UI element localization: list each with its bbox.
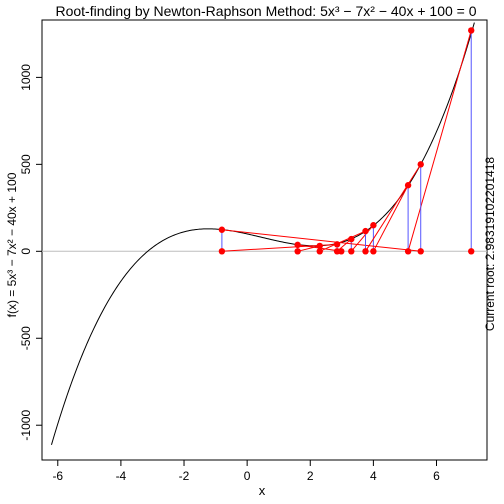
iteration-root-point — [370, 248, 377, 255]
y-tick-label: -500 — [19, 326, 33, 350]
y-tick-label: -1000 — [19, 410, 33, 441]
iteration-root-point — [316, 248, 323, 255]
tangent-line — [372, 184, 409, 252]
y-tick-label: 500 — [19, 154, 33, 174]
iteration-root-point — [417, 248, 424, 255]
iteration-root-point — [294, 248, 301, 255]
iteration-curve-point — [468, 27, 475, 34]
tangent-line — [319, 230, 366, 252]
tangent-line — [407, 30, 472, 252]
x-tick-label: 4 — [370, 469, 377, 483]
tangent-line — [297, 245, 320, 252]
current-root-label: Current root: 2.98319102201418 — [483, 157, 497, 331]
y-tick-label: 0 — [19, 248, 33, 255]
iteration-curve-point — [348, 235, 355, 243]
iteration-root-point — [348, 248, 355, 255]
y-tick-label: 1000 — [19, 64, 33, 91]
x-tick-label: -6 — [52, 469, 63, 483]
x-tick-label: 2 — [307, 469, 314, 483]
function-curve — [50, 22, 475, 445]
x-tick-label: -4 — [116, 469, 127, 483]
iteration-root-point — [218, 248, 226, 255]
iteration-curve-point — [417, 161, 424, 168]
iteration-curve-point — [316, 242, 323, 250]
tangent-line — [350, 224, 374, 252]
x-axis-label: x — [259, 483, 266, 498]
x-tick-label: 6 — [433, 469, 440, 483]
iteration-root-point — [404, 248, 412, 255]
x-axis: -6 -4 -2 0 2 4 6 — [52, 460, 440, 483]
iteration-curve-point — [404, 182, 412, 189]
iteration-curve-point — [294, 241, 301, 249]
x-tick-label: 0 — [244, 469, 251, 483]
tangent-line — [365, 164, 422, 252]
iteration-curve-point — [362, 227, 369, 235]
y-axis-label: f(x) = 5x³ − 7x² − 40x + 100 — [5, 172, 19, 317]
plot-frame — [41, 19, 488, 461]
polynomial-curve — [50, 22, 475, 445]
iteration-curve-point — [218, 226, 226, 233]
iteration-curve-point — [333, 241, 341, 248]
x-tick-label: -2 — [179, 469, 190, 483]
y-axis: -1000 -500 0 500 1000 — [19, 64, 42, 441]
iteration-root-point — [468, 248, 475, 255]
iteration-points — [218, 27, 475, 255]
iteration-curve-point — [370, 222, 377, 229]
chart-title: Root-finding by Newton-Raphson Method: 5… — [55, 3, 476, 19]
tangent-line — [221, 229, 421, 252]
iteration-lines — [221, 30, 472, 252]
iteration-root-point — [362, 248, 369, 255]
iteration-root-point — [338, 248, 345, 255]
